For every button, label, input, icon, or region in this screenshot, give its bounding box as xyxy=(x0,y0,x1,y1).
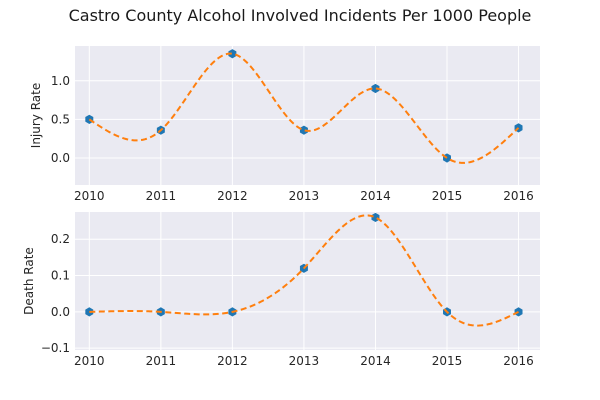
chart-title: Castro County Alcohol Involved Incidents… xyxy=(68,6,532,25)
data-point xyxy=(85,307,94,317)
plot-area xyxy=(75,212,540,350)
data-point xyxy=(371,83,380,94)
data-point xyxy=(228,49,237,59)
x-tick-label: 2016 xyxy=(503,189,534,203)
y-tick-label: 0.5 xyxy=(51,112,70,126)
data-point xyxy=(299,125,308,135)
fit-line xyxy=(88,52,520,164)
x-tick-label: 2014 xyxy=(360,354,391,368)
y-tick-label: 0.2 xyxy=(51,232,70,246)
y-tick-label: 0.0 xyxy=(51,151,70,165)
x-tick-label: 2013 xyxy=(289,354,320,368)
plot-area xyxy=(75,46,540,185)
x-tick-label: 2011 xyxy=(146,189,177,203)
subplot-1: 2010 2011 2012 2013 2014 2015 2016 0.0 0.5 1.0 Inj… xyxy=(29,46,540,203)
x-tick-label: 2011 xyxy=(146,354,177,368)
x-tick-label: 2016 xyxy=(503,354,534,368)
y-tick-label: 0.1 xyxy=(51,269,70,283)
x-tick-label: 2015 xyxy=(432,189,463,203)
fit-line xyxy=(89,214,519,327)
x-tick-label: 2013 xyxy=(289,189,320,203)
y-tick-label: 0.0 xyxy=(51,305,70,319)
y-axis-label: Injury Rate xyxy=(29,83,43,148)
x-tick-label: 2012 xyxy=(217,354,248,368)
y-axis-label: Death Rate xyxy=(22,247,36,315)
x-tick-label: 2014 xyxy=(360,189,391,203)
x-tick-label: 2012 xyxy=(217,189,248,203)
y-tick-label: 1.0 xyxy=(51,74,70,88)
x-tick-label: 2015 xyxy=(432,354,463,368)
y-tick-label: −0.1 xyxy=(41,341,70,355)
subplot-2: 2010 2011 2012 2013 2014 2015 2016 −0.1 0.0 0.1 0.… xyxy=(22,212,540,368)
x-tick-label: 2010 xyxy=(74,189,105,203)
data-point xyxy=(371,212,380,223)
x-tick-label: 2010 xyxy=(74,354,105,368)
